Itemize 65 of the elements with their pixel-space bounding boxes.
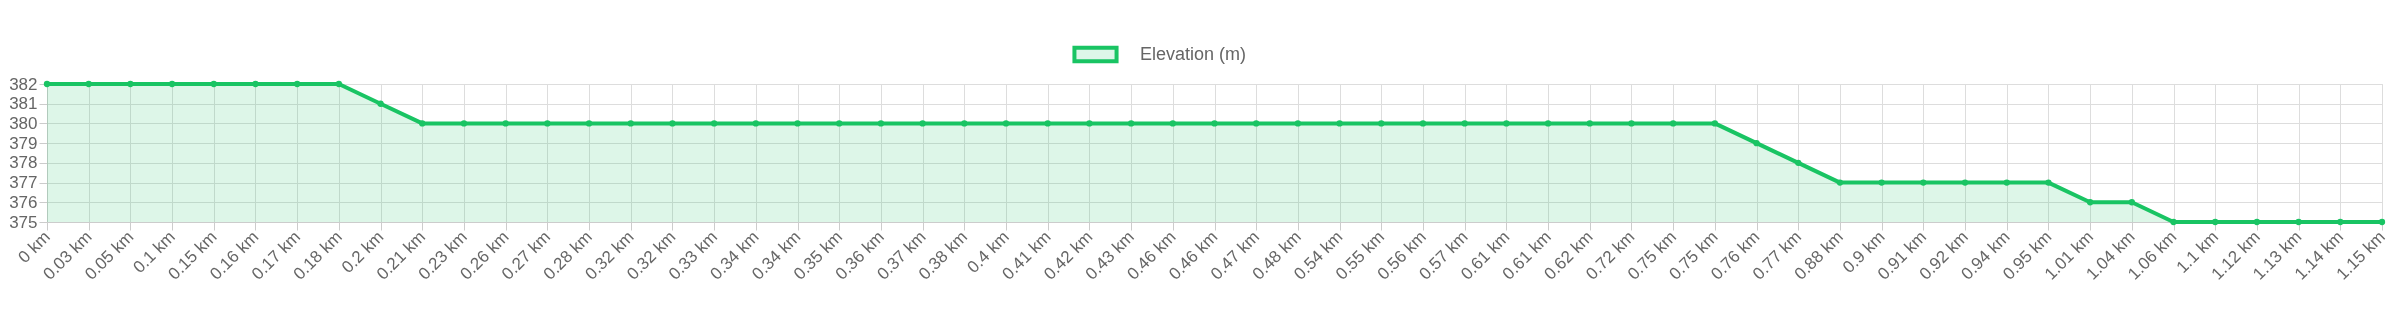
point	[43, 80, 51, 88]
point	[1920, 179, 1927, 186]
point	[1169, 120, 1176, 127]
point	[1670, 120, 1677, 127]
point	[294, 80, 301, 88]
point	[919, 120, 926, 127]
point	[2212, 218, 2219, 226]
point	[2086, 199, 2094, 206]
y-tick-label: 377	[9, 173, 38, 193]
point	[1294, 120, 1302, 127]
point	[1795, 159, 1802, 167]
point	[1753, 139, 1760, 147]
point	[1461, 120, 1468, 127]
point	[1378, 120, 1385, 127]
point	[1878, 179, 1885, 186]
point	[585, 120, 593, 127]
point	[1503, 120, 1510, 127]
point	[2128, 199, 2135, 206]
point	[1711, 120, 1719, 127]
point	[2253, 218, 2261, 226]
point	[1336, 120, 1343, 127]
y-tick-label: 380	[9, 113, 38, 133]
point	[1044, 120, 1051, 127]
point	[2337, 218, 2344, 226]
point	[2295, 218, 2302, 226]
point	[2170, 218, 2177, 226]
legend-label: Elevation (m)	[1140, 43, 1247, 64]
point	[460, 120, 468, 127]
point	[419, 120, 426, 127]
point	[1836, 179, 1844, 186]
point	[210, 80, 217, 88]
point	[127, 80, 134, 88]
y-tick-label: 376	[9, 192, 38, 212]
point	[1253, 120, 1260, 127]
point	[2045, 179, 2052, 186]
point	[502, 120, 509, 127]
point	[794, 120, 801, 127]
point	[627, 120, 634, 127]
point	[1628, 120, 1635, 127]
point	[669, 120, 676, 127]
point	[377, 100, 384, 107]
point	[2378, 218, 2386, 226]
point	[1419, 120, 1427, 127]
y-tick-label: 381	[9, 94, 38, 114]
point	[1961, 179, 1969, 186]
point	[85, 80, 92, 88]
point	[1544, 120, 1552, 127]
point	[1586, 120, 1593, 127]
point	[1086, 120, 1093, 127]
point	[752, 120, 759, 127]
point	[335, 80, 343, 88]
point	[1002, 120, 1010, 127]
point	[1127, 120, 1135, 127]
point	[1211, 120, 1218, 127]
y-tick-label: 382	[9, 74, 38, 94]
point	[544, 120, 551, 127]
y-tick-label: 379	[9, 133, 38, 153]
point	[877, 120, 885, 127]
point	[961, 120, 968, 127]
point	[168, 80, 176, 88]
point	[2003, 179, 2010, 186]
point	[836, 120, 843, 127]
point	[710, 120, 718, 127]
y-tick-label: 378	[9, 153, 38, 173]
point	[252, 80, 259, 88]
